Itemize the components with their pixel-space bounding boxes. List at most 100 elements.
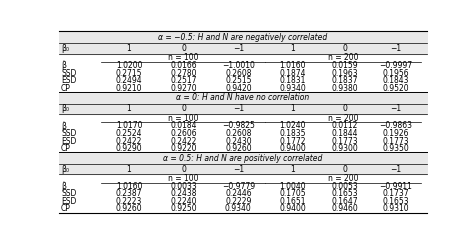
Text: 0.9520: 0.9520 [382, 84, 409, 92]
Text: 0.9210: 0.9210 [116, 84, 142, 92]
Text: 0.2608: 0.2608 [225, 129, 252, 138]
Text: 0.1926: 0.1926 [382, 129, 409, 138]
Text: β̂: β̂ [61, 61, 66, 70]
Text: 1: 1 [290, 165, 295, 174]
Text: 0.9250: 0.9250 [171, 204, 198, 213]
Text: 0.9300: 0.9300 [331, 144, 358, 153]
Text: ESD: ESD [61, 76, 76, 85]
Text: 0.1835: 0.1835 [279, 129, 306, 138]
Text: 0.1837: 0.1837 [332, 76, 358, 85]
Text: 0.2223: 0.2223 [116, 197, 142, 206]
Text: 0.1653: 0.1653 [331, 190, 358, 198]
Text: 0: 0 [182, 44, 187, 53]
Text: −1: −1 [390, 44, 401, 53]
Text: 0.0166: 0.0166 [171, 61, 198, 70]
Text: 1: 1 [127, 165, 131, 174]
Text: n = 200: n = 200 [328, 174, 358, 183]
Text: 1.0040: 1.0040 [279, 182, 306, 191]
Text: 1.0160: 1.0160 [116, 182, 142, 191]
Text: 0.9260: 0.9260 [116, 204, 142, 213]
Text: 0: 0 [182, 104, 187, 114]
Text: 0.2229: 0.2229 [225, 197, 252, 206]
Text: 0.9400: 0.9400 [279, 204, 306, 213]
Text: −1: −1 [390, 165, 401, 174]
Text: 0.9290: 0.9290 [116, 144, 142, 153]
Text: −1: −1 [233, 104, 244, 114]
Text: 0.1963: 0.1963 [331, 69, 358, 78]
Text: 0.1843: 0.1843 [382, 76, 409, 85]
Text: 0.0112: 0.0112 [332, 121, 358, 130]
Text: 0.9350: 0.9350 [382, 144, 409, 153]
Text: 0.1773: 0.1773 [382, 136, 409, 146]
Text: CP: CP [61, 84, 71, 92]
Text: ESD: ESD [61, 197, 76, 206]
Text: 1.0170: 1.0170 [116, 121, 142, 130]
Text: 0.2422: 0.2422 [116, 136, 142, 146]
Text: 0.9220: 0.9220 [171, 144, 197, 153]
Text: n = 200: n = 200 [328, 114, 358, 123]
Text: −1: −1 [390, 104, 401, 114]
Text: α = −0.5: H and N are negatively correlated: α = −0.5: H and N are negatively correla… [158, 33, 328, 42]
Text: 0.9310: 0.9310 [382, 204, 409, 213]
Text: 1.0240: 1.0240 [279, 121, 306, 130]
Text: 0.9380: 0.9380 [331, 84, 358, 92]
Text: 1: 1 [127, 104, 131, 114]
Text: −0.9825: −0.9825 [222, 121, 255, 130]
Text: 0.2240: 0.2240 [171, 197, 197, 206]
Text: 0.0053: 0.0053 [331, 182, 358, 191]
Text: 0.0159: 0.0159 [331, 61, 358, 70]
Text: ESD: ESD [61, 136, 76, 146]
Text: SSD: SSD [61, 69, 76, 78]
Text: CP: CP [61, 144, 71, 153]
Text: 0.2517: 0.2517 [171, 76, 197, 85]
Text: 0: 0 [182, 165, 187, 174]
Text: 0.2430: 0.2430 [225, 136, 252, 146]
Text: 0.9340: 0.9340 [279, 84, 306, 92]
Text: 0.9420: 0.9420 [225, 84, 252, 92]
Text: 0.1647: 0.1647 [331, 197, 358, 206]
Text: 0.1772: 0.1772 [279, 136, 306, 146]
Text: 0.1653: 0.1653 [382, 197, 409, 206]
Text: α = 0.5: H and N are positively correlated: α = 0.5: H and N are positively correlat… [163, 154, 323, 163]
Text: −1.0010: −1.0010 [222, 61, 255, 70]
Text: 0: 0 [342, 165, 347, 174]
Text: 1: 1 [290, 104, 295, 114]
Text: 1: 1 [290, 44, 295, 53]
Text: β₀: β₀ [61, 165, 69, 174]
Text: 1: 1 [127, 44, 131, 53]
Text: 0.2438: 0.2438 [171, 190, 197, 198]
Text: 0.1831: 0.1831 [279, 76, 306, 85]
Text: 0.2715: 0.2715 [116, 69, 142, 78]
Text: n = 100: n = 100 [168, 174, 199, 183]
Text: 0.1773: 0.1773 [331, 136, 358, 146]
Text: β₀: β₀ [61, 104, 69, 114]
Text: β̂: β̂ [61, 121, 66, 131]
Text: n = 100: n = 100 [168, 53, 199, 62]
Text: 0.1874: 0.1874 [279, 69, 306, 78]
Text: 0.2780: 0.2780 [171, 69, 197, 78]
Text: 0.2494: 0.2494 [116, 76, 142, 85]
Text: 0.1651: 0.1651 [279, 197, 306, 206]
Text: 0.1844: 0.1844 [332, 129, 358, 138]
Text: α = 0: H and N have no correlation: α = 0: H and N have no correlation [176, 93, 310, 102]
Text: 0.2606: 0.2606 [171, 129, 198, 138]
Text: 0.2515: 0.2515 [225, 76, 252, 85]
Text: −0.9911: −0.9911 [379, 182, 412, 191]
Text: 0.0033: 0.0033 [171, 182, 198, 191]
Text: 1.0160: 1.0160 [279, 61, 306, 70]
Text: 0.1705: 0.1705 [279, 190, 306, 198]
Text: −0.9863: −0.9863 [379, 121, 412, 130]
Text: 0.2608: 0.2608 [225, 69, 252, 78]
Text: CP: CP [61, 204, 71, 213]
Text: 0.0184: 0.0184 [171, 121, 197, 130]
Text: 0.2387: 0.2387 [116, 190, 142, 198]
Text: 0: 0 [342, 104, 347, 114]
Text: 0.9460: 0.9460 [331, 204, 358, 213]
Text: n = 100: n = 100 [168, 114, 199, 123]
Text: SSD: SSD [61, 190, 76, 198]
Text: n = 200: n = 200 [328, 53, 358, 62]
Text: 0.1956: 0.1956 [382, 69, 409, 78]
Text: 0.9400: 0.9400 [279, 144, 306, 153]
Text: SSD: SSD [61, 129, 76, 138]
Text: 0.9270: 0.9270 [171, 84, 198, 92]
